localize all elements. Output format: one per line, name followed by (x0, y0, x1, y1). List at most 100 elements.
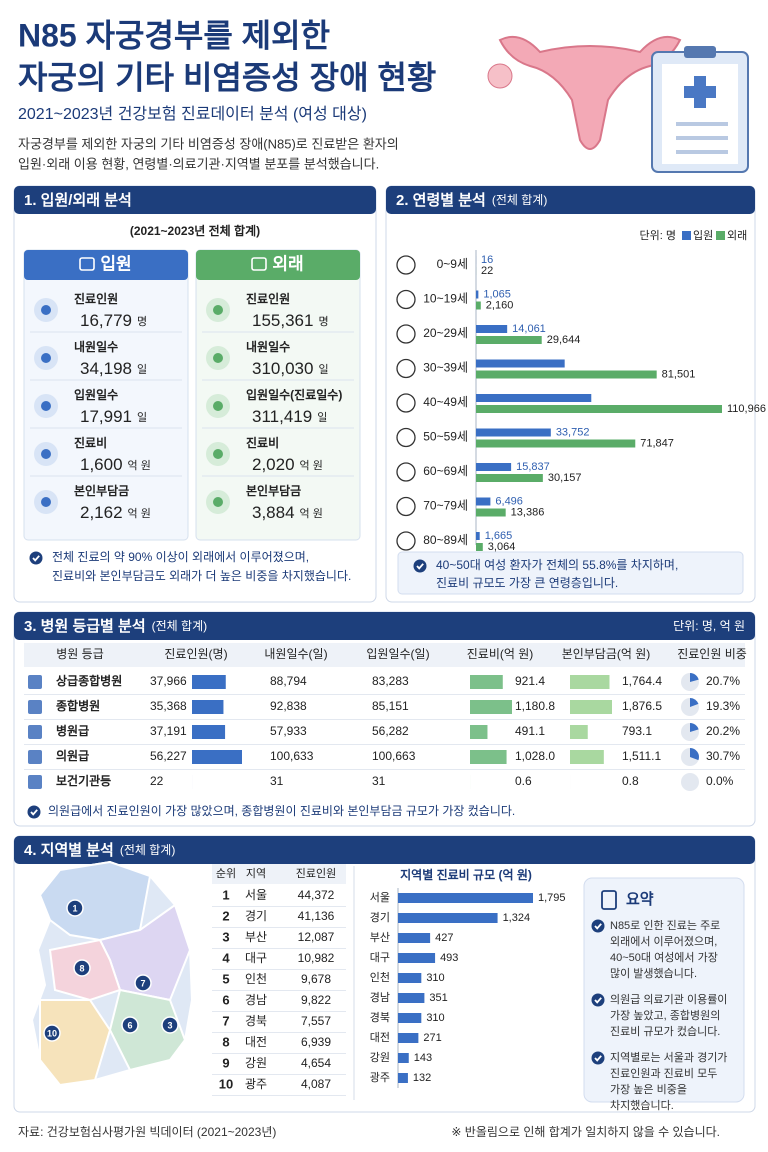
cell-value: 41,136 (298, 909, 335, 923)
item-number: 2,020 (252, 455, 295, 474)
item-unit: 억 원 (300, 459, 323, 472)
map-marker (66, 899, 84, 917)
map-marker (161, 1016, 179, 1034)
category-label: 80~89세 (423, 533, 468, 547)
check-icon (591, 919, 605, 933)
description: 자궁경부를 제외한 자궁의 기타 비염증성 장애(N85)로 진료받은 환자의 (18, 136, 399, 151)
title: N85 자궁경부를 제외한 (18, 17, 330, 53)
cell-value: 경기 (245, 909, 267, 923)
column-header: 내원일수(일) (264, 647, 327, 661)
item-number: 310,030 (252, 359, 313, 378)
panel-label: 입원 (100, 254, 131, 273)
bar (398, 993, 425, 1003)
section-header (386, 186, 755, 214)
section-title: 3. 병원 등급별 분석 (전체 합계) (24, 617, 207, 635)
cell-value: 30.7% (706, 749, 740, 763)
panel-header (196, 250, 360, 280)
category-label: 서울 (370, 891, 390, 904)
panel-icon (251, 257, 267, 271)
bar (398, 1013, 422, 1023)
value-label: 81,501 (662, 368, 696, 380)
bar (470, 750, 507, 764)
column-header: 지역 (246, 867, 266, 880)
bar (476, 463, 512, 471)
item-label: 진료비 (74, 435, 107, 450)
table-header (212, 864, 346, 884)
item-unit: 억 원 (128, 507, 151, 520)
item-label: 본인부담금 (246, 483, 301, 498)
cell-value: 4,087 (301, 1077, 331, 1091)
column-header: 순위 (216, 867, 236, 880)
cell-value: 8 (222, 1034, 229, 1049)
summary-text: 많이 발생했습니다. (610, 967, 697, 980)
hospital-icon (28, 725, 42, 739)
note: 40~50대 여성 환자가 전체의 55.8%를 차지하며, (436, 558, 678, 572)
cell-value: 56,282 (372, 724, 409, 738)
value-label: 22 (481, 265, 493, 277)
map-marker-label: 10 (47, 1028, 57, 1038)
summary-text: 가장 높은 비중을 (610, 1083, 687, 1096)
cell-value: 1,511.1 (622, 749, 661, 763)
bar (192, 700, 224, 714)
ovary (487, 63, 513, 89)
bar (476, 405, 722, 413)
cell-value: 4,654 (301, 1056, 331, 1070)
item-value: 155,361 명 (252, 311, 329, 330)
bar (470, 700, 512, 714)
cell-value: 100,663 (372, 749, 416, 763)
item-label: 진료인원 (74, 291, 118, 306)
item-number: 16,779 (80, 311, 132, 330)
source: 자료: 건강보험심사평가원 빅데이터 (2021~2023년) (18, 1125, 276, 1139)
map-marker-label: 6 (127, 1020, 132, 1030)
cell-value: 대구 (245, 951, 267, 965)
category-label: 경기 (370, 911, 390, 924)
bar (476, 428, 551, 437)
pie-slice (690, 698, 699, 707)
category-label: 인천 (370, 970, 390, 984)
item-icon-glyph (41, 449, 51, 459)
item-value: 2,162 억 원 (80, 503, 151, 522)
panel-icon (79, 257, 95, 271)
cell-value: 19.3% (706, 699, 740, 713)
category-label: 부산 (370, 931, 390, 944)
category-label: 강원 (370, 1051, 390, 1064)
category-label: 10~19세 (423, 292, 468, 306)
check-mark (594, 923, 602, 930)
cell-value: 강원 (245, 1056, 267, 1070)
hospital-icon (28, 700, 42, 714)
cell-value: 83,283 (372, 674, 409, 688)
section-subtitle: (전체 합계) (152, 619, 208, 633)
category-label: 0~9세 (437, 257, 468, 271)
unit: 단위: 명, 억 원 (673, 619, 745, 633)
title: 자궁의 기타 비염증성 장애 현황 (18, 59, 436, 95)
note: 진료비와 본인부담금도 외래가 더 높은 비중을 차지했습니다. (52, 569, 351, 583)
hospital-icon (28, 775, 42, 789)
item-number: 2,162 (80, 503, 123, 522)
unit: 단위: 명 (640, 229, 676, 242)
map-marker-label: 8 (79, 963, 84, 973)
value-label: 16 (481, 254, 493, 266)
item-label: 입원일수 (74, 388, 118, 402)
cell-value: 0.6 (515, 774, 532, 788)
category-label: 20~29세 (423, 326, 468, 340)
value-label: 132 (413, 1072, 431, 1084)
bar (570, 700, 612, 714)
pie-slice (690, 723, 699, 732)
cell-value: 31 (270, 774, 284, 788)
value-label: 2,160 (486, 299, 514, 311)
bar (192, 725, 226, 739)
summary-text: 지역별로는 서울과 경기가 (610, 1051, 727, 1064)
row-label: 상급종합병원 (56, 673, 122, 688)
summary-box (583, 877, 745, 1103)
column-header: 본인부담금(억 원) (562, 647, 651, 661)
cell-value: 2 (222, 908, 229, 923)
item-label: 진료인원 (246, 291, 290, 306)
cell-value: 7,557 (301, 1014, 331, 1028)
avatar (396, 324, 416, 344)
cell-value: 22 (150, 774, 164, 788)
check-mark (594, 1055, 602, 1062)
value-label: 3,064 (488, 541, 516, 553)
legend-label: 입원 (693, 229, 713, 242)
cell-value: 인천 (245, 971, 267, 986)
column-header: 진료인원 비중 (677, 647, 747, 661)
